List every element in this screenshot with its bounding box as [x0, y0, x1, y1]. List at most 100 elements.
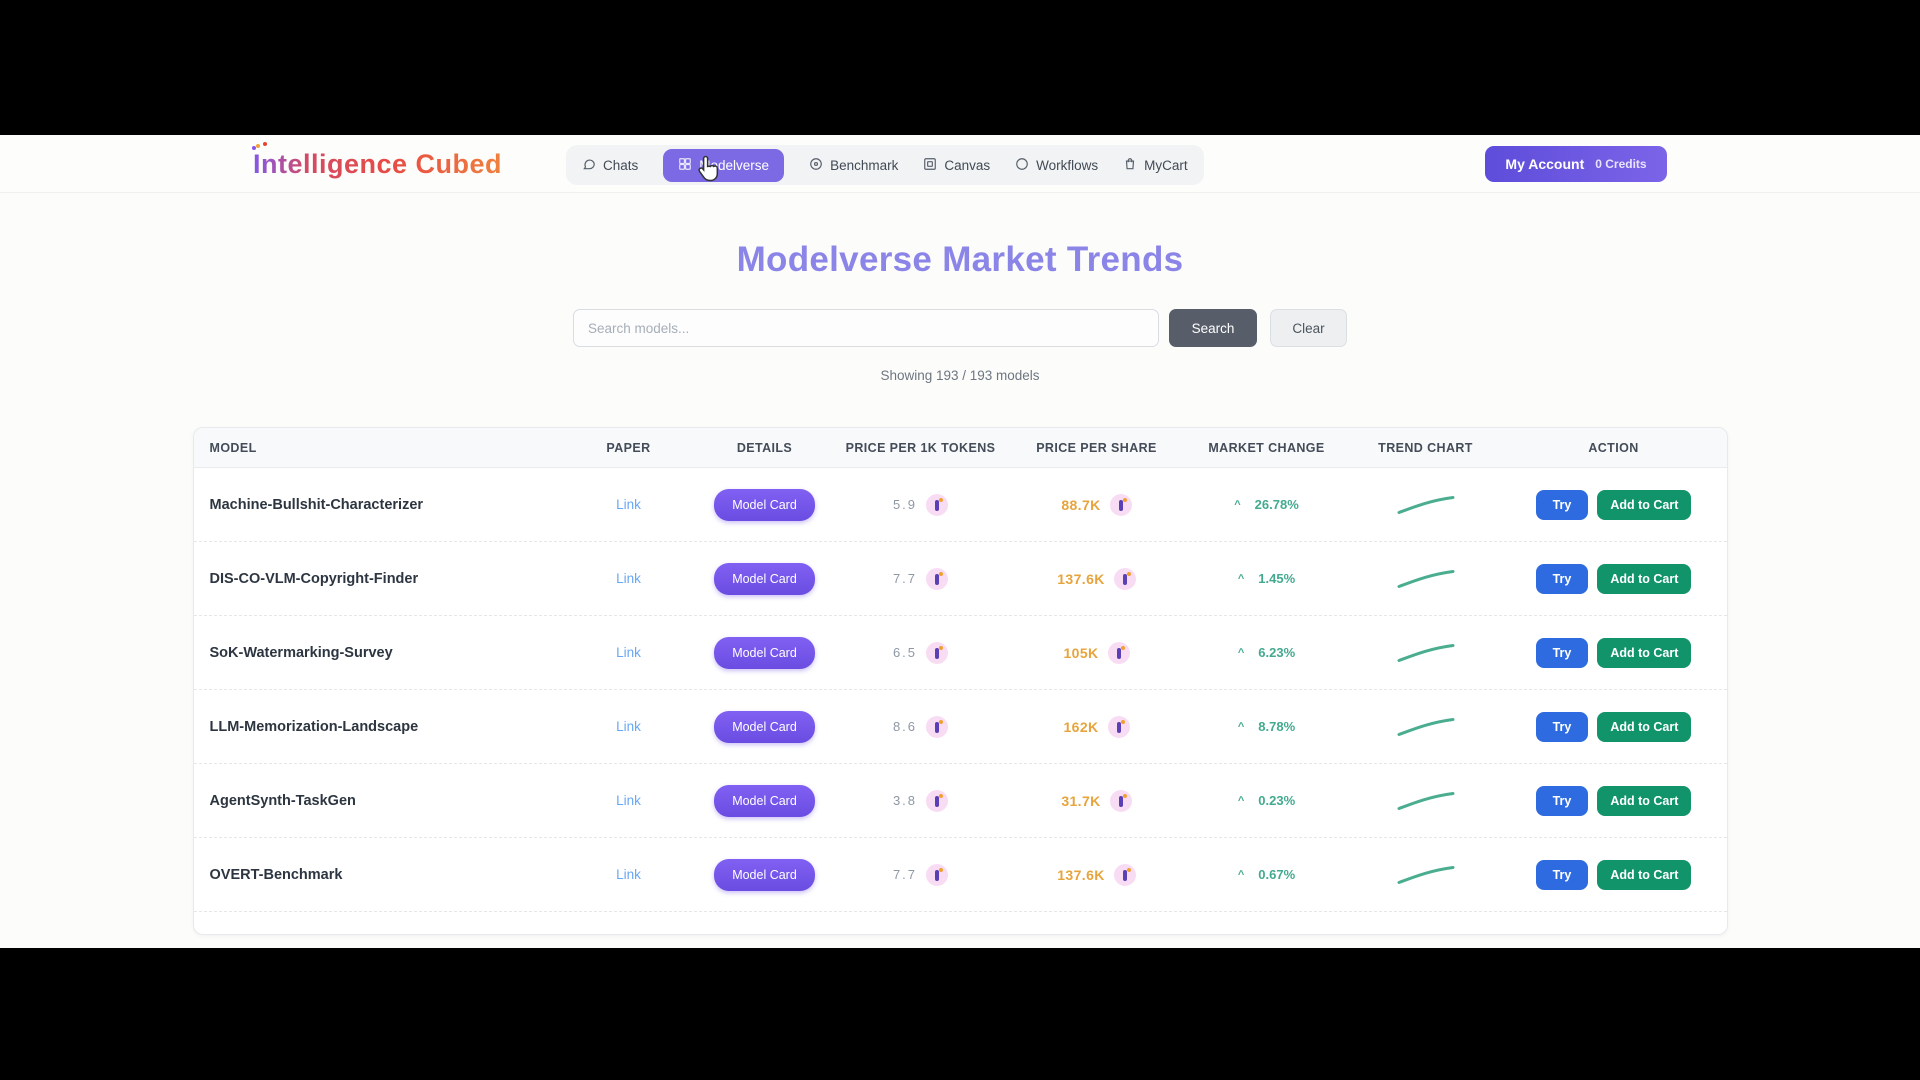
token-coin-icon — [926, 789, 949, 812]
model-card-button[interactable]: Model Card — [714, 636, 815, 669]
nav-label: Modelverse — [699, 157, 770, 173]
price-per-share-value: 162K — [1063, 718, 1099, 735]
main-nav: Chats Modelverse Benchmark Canvas — [566, 145, 1204, 185]
credits-badge: 0 Credits — [1595, 157, 1647, 171]
price-per-1k-tokens-value: 7.7 — [892, 867, 918, 882]
table-row: LLM-Memorization-Landscape Link Model Ca… — [193, 690, 1727, 764]
add-to-cart-button[interactable]: Add to Cart — [1597, 563, 1692, 594]
paper-link[interactable]: Link — [616, 571, 641, 586]
try-button[interactable]: Try — [1535, 563, 1589, 594]
trend-sparkline — [1351, 492, 1501, 518]
trend-sparkline — [1351, 862, 1501, 888]
nav-item-chats[interactable]: Chats — [582, 157, 638, 174]
table-row: Machine-Bullshit-Characterizer Link Mode… — [193, 468, 1727, 542]
caret-up-icon: ^ — [1237, 572, 1245, 585]
paper-link[interactable]: Link — [616, 867, 641, 882]
column-header-market-change: MARKET CHANGE — [1208, 440, 1325, 455]
try-button[interactable]: Try — [1535, 859, 1589, 890]
caret-up-icon: ^ — [1234, 498, 1241, 511]
model-card-button[interactable]: Model Card — [714, 858, 815, 891]
table-body: Machine-Bullshit-Characterizer Link Mode… — [193, 468, 1727, 912]
token-coin-icon — [926, 567, 949, 590]
model-card-button[interactable]: Model Card — [714, 562, 815, 595]
search-input[interactable] — [573, 309, 1159, 347]
token-coin-icon — [1107, 715, 1130, 738]
model-card-button[interactable]: Model Card — [714, 710, 815, 743]
table-row: OVERT-Benchmark Link Model Card 7.7 137.… — [193, 838, 1727, 912]
price-per-1k-tokens-value: 5.9 — [892, 497, 918, 512]
price-per-share-value: 105K — [1063, 644, 1099, 661]
market-change-value: 8.78% — [1258, 719, 1296, 734]
clear-button[interactable]: Clear — [1270, 309, 1347, 347]
nav-label: Chats — [603, 157, 639, 173]
nav-item-canvas[interactable]: Canvas — [923, 157, 990, 174]
column-header-details: DETAILS — [736, 440, 793, 455]
column-header-price-per-share: PRICE PER SHARE — [1036, 440, 1157, 455]
paper-link[interactable]: Link — [616, 719, 641, 734]
market-change-value: 0.67% — [1258, 867, 1296, 882]
models-table: MODEL PAPER DETAILS PRICE PER 1K TOKENS … — [192, 427, 1728, 935]
table-row: SoK-Watermarking-Survey Link Model Card … — [193, 616, 1727, 690]
token-coin-icon — [1113, 863, 1136, 886]
column-header-paper: PAPER — [606, 440, 651, 455]
model-name: AgentSynth-TaskGen — [209, 792, 356, 809]
circle-icon — [1015, 157, 1029, 174]
column-header-action: ACTION — [1588, 440, 1639, 455]
price-per-share-value: 88.7K — [1061, 496, 1101, 513]
price-per-1k-tokens-value: 7.7 — [892, 571, 918, 586]
trend-sparkline — [1351, 788, 1501, 814]
add-to-cart-button[interactable]: Add to Cart — [1597, 711, 1692, 742]
model-name: DIS-CO-VLM-Copyright-Finder — [209, 570, 419, 587]
try-button[interactable]: Try — [1535, 785, 1589, 816]
model-card-button[interactable]: Model Card — [714, 784, 815, 817]
paper-link[interactable]: Link — [616, 793, 641, 808]
price-per-share-value: 137.6K — [1057, 866, 1105, 883]
trend-sparkline — [1351, 640, 1501, 666]
nav-item-modelverse[interactable]: Modelverse — [663, 148, 785, 182]
token-coin-icon — [1109, 789, 1132, 812]
caret-up-icon: ^ — [1237, 646, 1245, 659]
trend-sparkline — [1351, 566, 1501, 592]
cart-icon — [1123, 157, 1137, 174]
price-per-share-value: 137.6K — [1057, 570, 1105, 587]
page-title: Modelverse Market Trends — [736, 240, 1184, 279]
price-per-1k-tokens-value: 8.6 — [892, 719, 918, 734]
nav-item-benchmark[interactable]: Benchmark — [809, 157, 898, 174]
paper-link[interactable]: Link — [616, 645, 641, 660]
caret-up-icon: ^ — [1237, 720, 1245, 733]
chat-bubble-icon — [582, 157, 596, 174]
search-button[interactable]: Search — [1169, 309, 1257, 347]
market-change-value: 0.23% — [1258, 793, 1296, 808]
nav-item-workflows[interactable]: Workflows — [1015, 157, 1098, 174]
nav-label: Canvas — [944, 157, 991, 173]
table-row: AgentSynth-TaskGen Link Model Card 3.8 3… — [193, 764, 1727, 838]
try-button[interactable]: Try — [1535, 637, 1589, 668]
column-header-price-per-1k-tokens: PRICE PER 1K TOKENS — [845, 440, 996, 455]
nav-item-mycart[interactable]: MyCart — [1123, 157, 1188, 174]
add-to-cart-button[interactable]: Add to Cart — [1597, 785, 1692, 816]
price-per-1k-tokens-value: 6.5 — [892, 645, 918, 660]
account-label: My Account — [1505, 156, 1585, 172]
model-name: Machine-Bullshit-Characterizer — [209, 496, 424, 513]
add-to-cart-button[interactable]: Add to Cart — [1597, 637, 1692, 668]
model-name: OVERT-Benchmark — [209, 866, 343, 883]
brand-logo[interactable]: Intelligence Cubed — [253, 144, 502, 180]
paper-link[interactable]: Link — [616, 497, 641, 512]
add-to-cart-button[interactable]: Add to Cart — [1597, 859, 1692, 890]
token-coin-icon — [926, 715, 949, 738]
try-button[interactable]: Try — [1535, 489, 1589, 520]
table-header-row: MODEL PAPER DETAILS PRICE PER 1K TOKENS … — [193, 428, 1727, 468]
top-navigation-bar: Intelligence Cubed Chats Modelverse Benc… — [0, 135, 1920, 193]
market-change-value: 26.78% — [1254, 497, 1299, 512]
price-per-1k-tokens-value: 3.8 — [892, 793, 918, 808]
model-card-button[interactable]: Model Card — [714, 488, 815, 521]
model-name: LLM-Memorization-Landscape — [209, 718, 419, 735]
market-change-value: 1.45% — [1258, 571, 1296, 586]
my-account-button[interactable]: My Account 0 Credits — [1485, 146, 1667, 182]
results-count: Showing 193 / 193 models — [880, 368, 1040, 383]
add-to-cart-button[interactable]: Add to Cart — [1597, 489, 1692, 520]
nav-label: MyCart — [1144, 157, 1188, 173]
caret-up-icon: ^ — [1237, 868, 1245, 881]
app-viewport: Intelligence Cubed Chats Modelverse Benc… — [0, 135, 1920, 948]
try-button[interactable]: Try — [1535, 711, 1589, 742]
